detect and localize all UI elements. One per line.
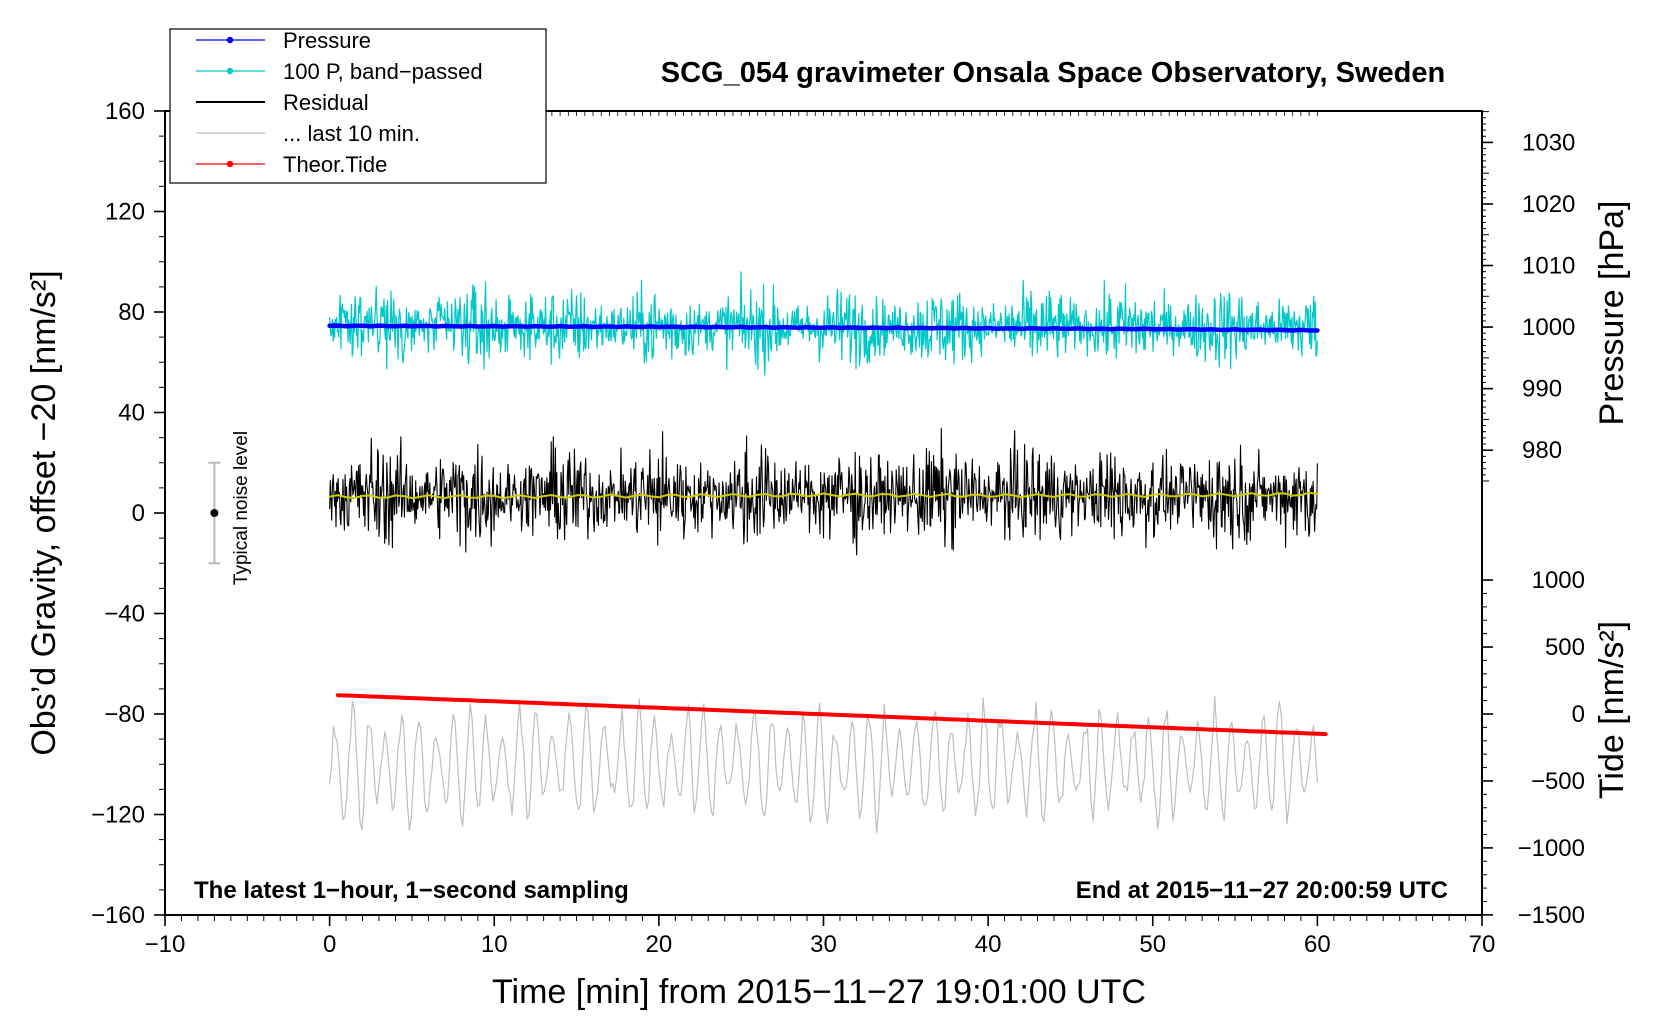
x-tick-label: 20 <box>646 931 673 958</box>
legend-marker <box>226 36 234 44</box>
x-tick-label: 60 <box>1304 931 1331 958</box>
x-axis-title: Time [min] from 2015−11−27 19:01:00 UTC <box>492 973 1146 1011</box>
legend-label: Theor.Tide <box>283 152 387 177</box>
series-line <box>329 427 1318 556</box>
x-tick-label: 30 <box>810 931 837 958</box>
legend-label: ... last 10 min. <box>283 121 420 146</box>
annotation-end-time: End at 2015−11−27 20:00:59 UTC <box>1076 877 1448 904</box>
pressure-tick-label: 1000 <box>1522 314 1575 341</box>
x-tick-label: −10 <box>145 931 186 958</box>
axis-layer: −10 0 10 20 30 40 50 60 7016012080400−40−80−120−… <box>91 98 1585 958</box>
x-tick-label: 70 <box>1469 931 1496 958</box>
noise-bar-center <box>210 509 219 517</box>
x-tick-label: 50 <box>1139 931 1166 958</box>
legend: Pressure 100 P, band−passed Residual ... la… <box>169 28 547 184</box>
series-line <box>329 271 1318 376</box>
annotation-sampling: The latest 1−hour, 1−second sampling <box>194 877 629 904</box>
series-line <box>327 323 1320 333</box>
chart-title: SCG_054 gravimeter Onsala Space Observat… <box>661 57 1445 89</box>
pressure-tick-label: 1010 <box>1522 253 1575 280</box>
y-tick-label: 80 <box>118 299 145 326</box>
pressure-tick-label: 1030 <box>1522 129 1575 156</box>
series-line <box>328 491 1319 500</box>
tide-axis-title: Tide [nm/s²] <box>1593 621 1631 799</box>
legend-label: Residual <box>283 90 369 115</box>
y-tick-label: −40 <box>104 601 145 628</box>
x-tick-label: 40 <box>975 931 1002 958</box>
series-line <box>335 693 1328 737</box>
tide-tick-label: −1500 <box>1518 902 1585 929</box>
y-tick-label: 120 <box>105 199 145 226</box>
tide-tick-label: −500 <box>1531 768 1585 795</box>
y-tick-label: −160 <box>91 902 145 929</box>
pressure-tick-label: 980 <box>1522 437 1562 464</box>
x-tick-label: 0 <box>323 931 336 958</box>
y-tick-label: 40 <box>118 400 145 427</box>
legend-marker <box>226 160 234 168</box>
noise-level-indicator <box>208 461 221 565</box>
y-axis-title: Obs’d Gravity, offset −20 [nm/s²] <box>25 270 63 755</box>
legend-marker <box>226 67 234 75</box>
legend-label: 100 P, band−passed <box>283 59 483 84</box>
x-tick-label: 10 <box>481 931 508 958</box>
tide-tick-label: 500 <box>1545 634 1585 661</box>
series-line <box>329 696 1318 834</box>
y-tick-label: 0 <box>132 500 145 527</box>
y-tick-label: −80 <box>104 701 145 728</box>
tide-tick-label: 0 <box>1572 701 1585 728</box>
pressure-axis-title: Pressure [hPa] <box>1593 201 1631 426</box>
y-tick-label: −120 <box>91 802 145 829</box>
legend-box <box>169 28 547 184</box>
y-tick-label: 160 <box>105 98 145 125</box>
pressure-tick-label: 990 <box>1522 376 1562 403</box>
tide-tick-label: 1000 <box>1532 567 1585 594</box>
series-layer <box>327 271 1328 834</box>
noise-level-label: Typical noise level <box>231 431 252 585</box>
tide-tick-label: −1000 <box>1518 835 1585 862</box>
pressure-tick-label: 1020 <box>1522 191 1575 218</box>
legend-label: Pressure <box>283 28 371 53</box>
